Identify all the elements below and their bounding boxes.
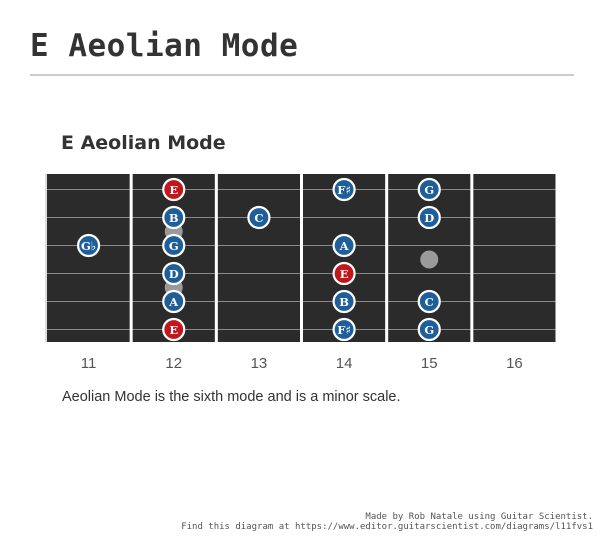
note-label: G [169,239,179,253]
note-dot [417,317,441,342]
scale-note-marker[interactable]: D [162,261,186,286]
note-dot [332,261,356,286]
note-label: F♯ [337,323,351,337]
note-dot [162,317,186,342]
diagram-link[interactable]: Find this diagram at https://www.editor.… [181,522,593,532]
diagram-description: Aeolian Mode is the sixth mode and is a … [62,389,401,405]
root-note-marker[interactable]: E [162,317,186,342]
scale-note-marker[interactable]: A [162,289,186,314]
note-label: D [424,211,434,225]
scale-note-marker[interactable]: B [162,205,186,230]
note-dot [332,177,356,202]
title-divider [30,74,574,76]
scale-note-marker[interactable]: F♯ [332,317,356,342]
scale-note-marker[interactable]: B [332,289,356,314]
note-label: G [424,323,434,337]
note-label: C [425,295,434,309]
note-label: A [168,295,179,309]
note-dot [247,205,271,230]
diagram-title: E Aeolian Mode [61,132,226,154]
fret-number-label: 11 [81,355,97,372]
scale-note-marker[interactable]: C [247,205,271,230]
note-label: E [169,323,178,337]
note-dot [162,261,186,286]
fret-number-label: 15 [421,355,438,372]
credit-line: Made by Rob Natale using Guitar Scientis… [365,512,593,522]
fret-inlay-dot [420,250,439,269]
page-title: E Aeolian Mode [30,28,299,64]
note-label: D [169,267,179,281]
note-dot [332,233,356,258]
scale-note-marker[interactable]: G [417,177,441,202]
scale-note-marker[interactable]: C [417,289,441,314]
root-note-marker[interactable]: E [162,177,186,202]
fret-number-label: 14 [336,355,353,372]
note-label: E [340,267,349,281]
note-dot [332,317,356,342]
note-dot [162,177,186,202]
fret-number-label: 16 [506,355,523,372]
note-dot [162,205,186,230]
note-label: B [169,211,179,225]
note-label: B [339,295,349,309]
note-label: G [424,183,434,197]
scale-note-marker[interactable]: A [332,233,356,258]
note-label: F♯ [337,183,351,197]
note-dot [417,205,441,230]
note-dot [76,233,101,258]
fret-number-label: 12 [165,355,182,372]
root-note-marker[interactable]: E [332,261,356,286]
scale-note-marker[interactable]: G [162,233,186,258]
note-dot [162,233,186,258]
note-label: C [254,211,263,225]
scale-note-marker[interactable]: G♭ [76,233,101,258]
note-label: G♭ [81,239,96,253]
note-label: A [339,239,350,253]
note-dot [417,289,441,314]
note-label: E [169,183,178,197]
scale-note-marker[interactable]: D [417,205,441,230]
note-dot [332,289,356,314]
scale-note-marker[interactable]: F♯ [332,177,356,202]
scale-note-marker[interactable]: G [417,317,441,342]
fret-number-label: 13 [251,355,268,372]
note-dot [162,289,186,314]
note-dot [417,177,441,202]
